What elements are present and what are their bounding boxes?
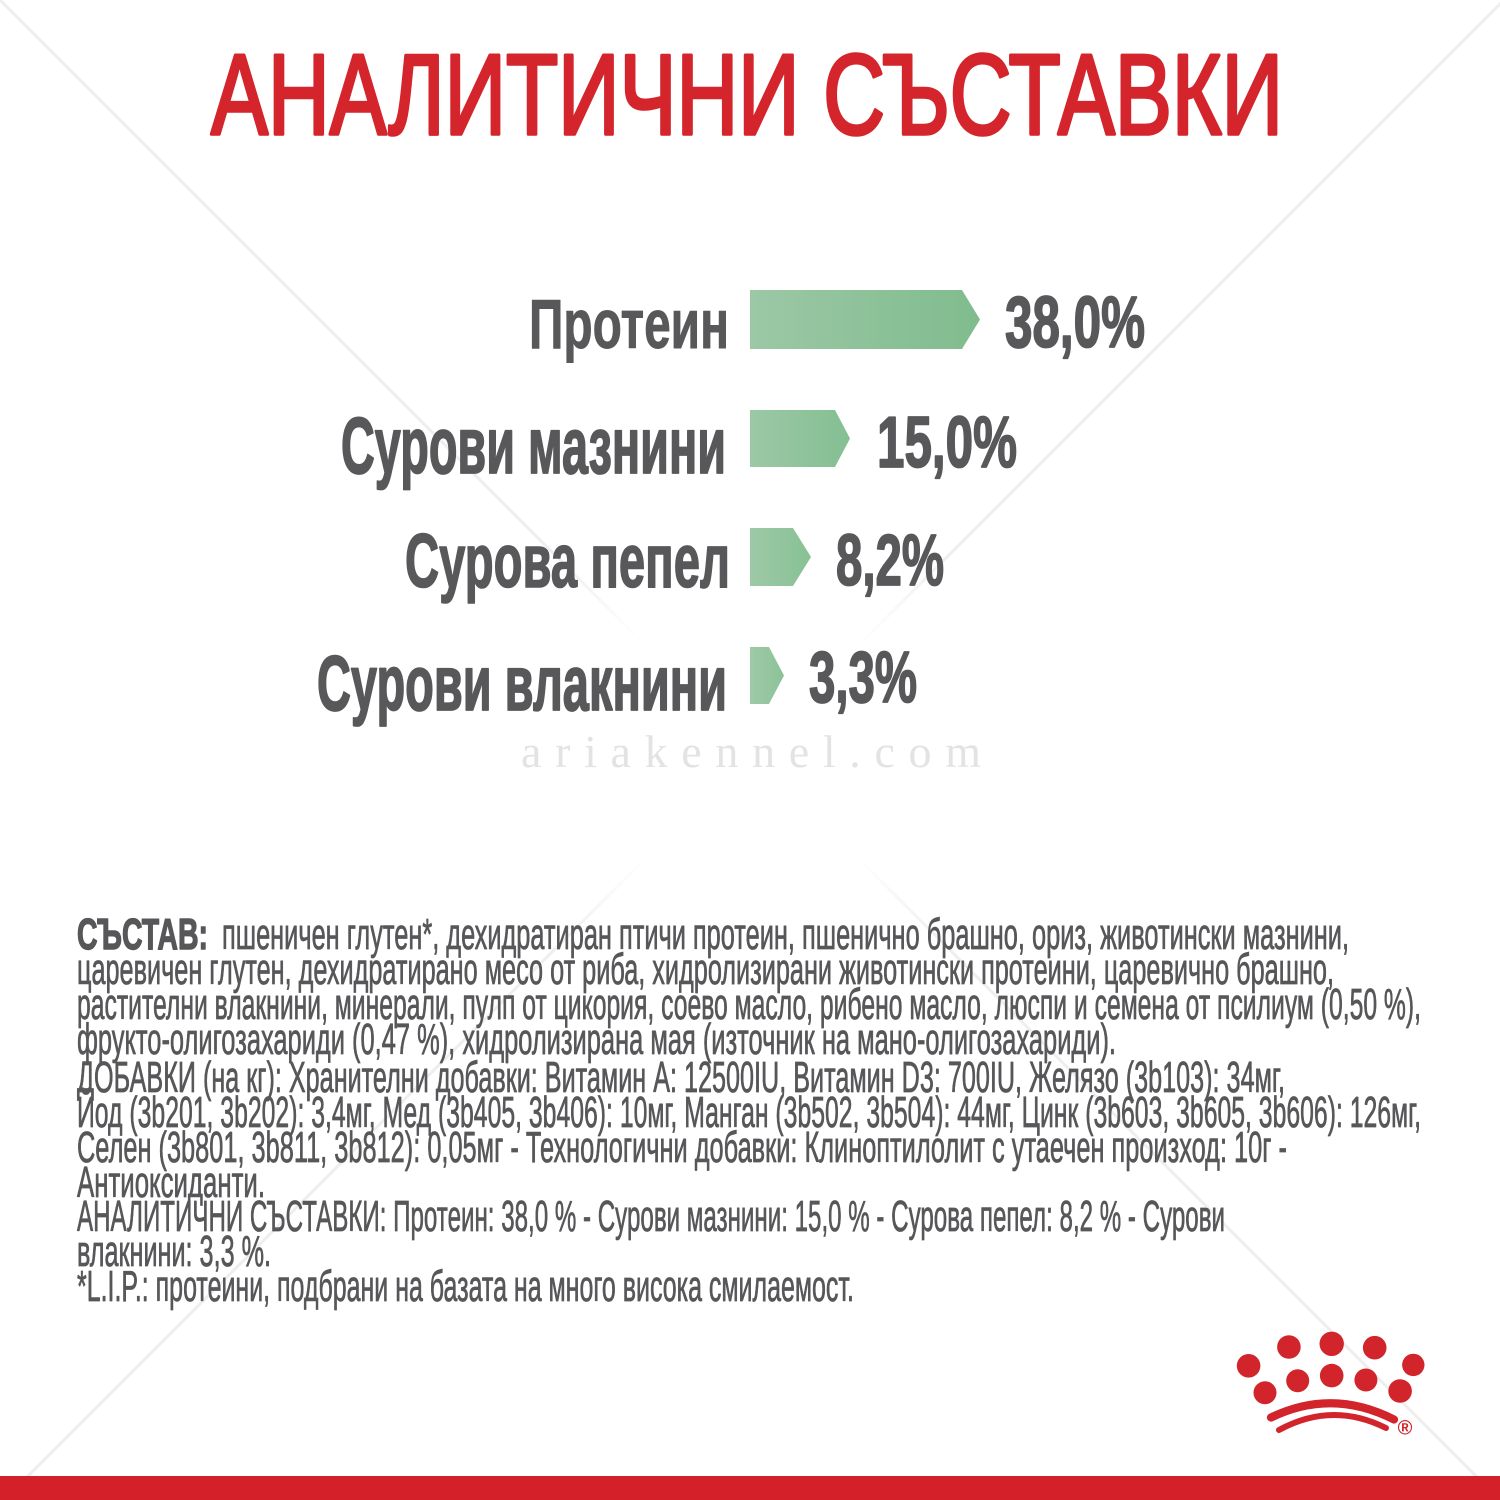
svg-text:15,0%: 15,0%	[877, 403, 1017, 483]
svg-text:Сурови мазнини: Сурови мазнини	[341, 401, 726, 490]
svg-text:АНАЛИТИЧНИ СЪСТАВКИ: Протеин:: АНАЛИТИЧНИ СЪСТАВКИ: Протеин: 38,0 % - С…	[77, 1192, 1225, 1241]
svg-text:Йод (3b201, 3b202): 3,4мг, Мед: Йод (3b201, 3b202): 3,4мг, Мед (3b405, 3…	[77, 1086, 1421, 1137]
svg-text:®: ®	[1398, 1418, 1413, 1440]
svg-text:38,0%: 38,0%	[1005, 283, 1145, 363]
svg-text:Селен (3b801, 3b811, 3b812): 0: Селен (3b801, 3b811, 3b812): 0,05мг - Те…	[77, 1123, 1287, 1172]
svg-text:пшеничен глутен*, дехидратиран: пшеничен глутен*, дехидратиран птичи про…	[222, 910, 1349, 959]
svg-text:3,3%: 3,3%	[809, 638, 917, 718]
svg-text:Антиоксиданти.: Антиоксиданти.	[77, 1158, 265, 1207]
svg-text:Сурови влакнини: Сурови влакнини	[317, 639, 727, 727]
svg-text:Сурова пепел: Сурова пепел	[405, 519, 730, 604]
svg-text:ДОБАВКИ (на кг): Хранителни до: ДОБАВКИ (на кг): Хранителни добавки: Вит…	[77, 1053, 1285, 1102]
svg-text:фрукто-олигозахариди (0,47 %),: фрукто-олигозахариди (0,47 %), хидролизи…	[77, 1015, 1116, 1064]
svg-text:растителни влакнини, минерали,: растителни влакнини, минерали, пулп от ц…	[77, 980, 1421, 1029]
svg-text:Протеин: Протеин	[529, 285, 729, 363]
svg-text:СЪСТАВ:: СЪСТАВ:	[77, 910, 208, 959]
svg-text:*L.I.P.: протеини, подбрани на: *L.I.P.: протеини, подбрани на базата на…	[77, 1262, 854, 1311]
svg-text:8,2%: 8,2%	[836, 521, 944, 601]
svg-text:АНАЛИТИЧНИ СЪСТАВКИ: АНАЛИТИЧНИ СЪСТАВКИ	[211, 32, 1283, 159]
svg-text:ariakennel.com: ariakennel.com	[521, 726, 981, 777]
svg-text:царевичен глутен, дехидратиран: царевичен глутен, дехидратирано месо от …	[77, 945, 1334, 994]
svg-text:влакнини: 3,3 %.: влакнини: 3,3 %.	[77, 1227, 271, 1276]
